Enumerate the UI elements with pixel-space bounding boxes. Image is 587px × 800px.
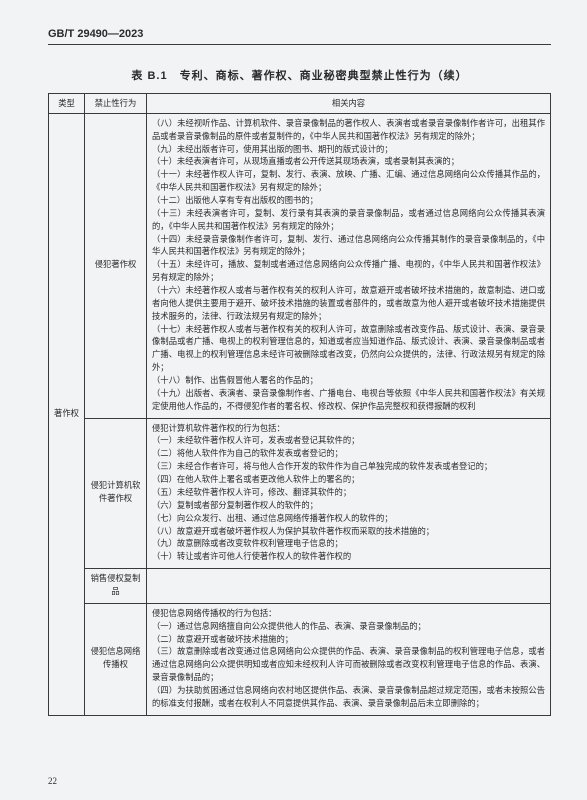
content-line: （十五）未经许可，播放、复制或者通过信息网络向公众传播广播、电视的，《中华人民共… xyxy=(152,259,545,285)
content-line: （十六）未经著作权人或者与著作权有关的权利人许可，故意避开或者破坏技术措施的，故… xyxy=(152,285,545,324)
behavior-cell: 侵犯计算机软件著作权 xyxy=(85,418,147,568)
content-cell: （八）未经视听作品、计算机软件、录音录像制品的著作权人、表演者或者录音录像制作者… xyxy=(147,113,551,418)
content-line: （十三）未经表演者许可，复制、发行录有其表演的录音录像制品，或者通过信息网络向公… xyxy=(152,208,545,234)
content-cell: 侵犯信息网络传播权的行为包括：（一）通过信息网络擅自向公众提供他人的作品、表演、… xyxy=(147,603,551,715)
th-behavior: 禁止性行为 xyxy=(85,94,147,114)
content-line: （九）未经出版者许可，使用其出版的图书、期刊的版式设计的； xyxy=(152,144,545,157)
content-line: 侵犯信息网络传播权的行为包括： xyxy=(152,608,545,621)
th-content: 相关内容 xyxy=(147,94,551,114)
th-type: 类型 xyxy=(49,94,85,114)
table-row: 侵犯信息网络传播权侵犯信息网络传播权的行为包括：（一）通过信息网络擅自向公众提供… xyxy=(49,603,551,715)
content-line: （八）故意避开或者破坏著作权人为保护其软件著作权而采取的技术措施的； xyxy=(152,526,545,539)
content-line: （九）故意删除或者改变软件权利管理电子信息的； xyxy=(152,538,545,551)
content-line: （十四）未经录音录像制作者许可，复制、发行、通过信息网络向公众传播其制作的录音录… xyxy=(152,234,545,260)
content-line: （八）未经视听作品、计算机软件、录音录像制品的著作权人、表演者或者录音录像制作者… xyxy=(152,118,545,144)
content-cell xyxy=(147,569,551,604)
content-line: （十一）未经著作权人许可，复制、发行、表演、放映、广播、汇编、通过信息网络向公众… xyxy=(152,169,545,195)
type-cell: 著作权 xyxy=(49,113,85,715)
content-line: （四）为扶助贫困通过信息网络向农村地区提供作品、表演、录音录像制品超过规定范围，… xyxy=(152,685,545,711)
content-line: 侵犯计算机软件著作权的行为包括： xyxy=(152,423,545,436)
content-line: （六）复制或者部分复制著作权人的软件的； xyxy=(152,500,545,513)
table-row: 侵犯计算机软件著作权侵犯计算机软件著作权的行为包括：（一）未经软件著作权人许可，… xyxy=(49,418,551,568)
behavior-cell: 侵犯著作权 xyxy=(85,113,147,418)
content-line: （三）未经合作者许可，将与他人合作开发的软件作为自己单独完成的软件发表或者登记的… xyxy=(152,461,545,474)
content-line: （十二）出版他人享有专有出版权的图书的； xyxy=(152,195,545,208)
table-header-row: 类型 禁止性行为 相关内容 xyxy=(49,94,551,114)
behavior-cell: 销售侵权复制品 xyxy=(85,569,147,604)
content-line: （一）未经软件著作权人许可，发表或者登记其软件的； xyxy=(152,435,545,448)
content-line: （十）转让或者许可他人行使著作权人的软件著作权的 xyxy=(152,551,545,564)
behavior-cell: 侵犯信息网络传播权 xyxy=(85,603,147,715)
table-row: 著作权侵犯著作权（八）未经视听作品、计算机软件、录音录像制品的著作权人、表演者或… xyxy=(49,113,551,418)
content-line: （一）通过信息网络擅自向公众提供他人的作品、表演、录音录像制品的； xyxy=(152,621,545,634)
content-line: （五）未经软件著作权人许可，修改、翻译其软件的； xyxy=(152,487,545,500)
table-row: 销售侵权复制品 xyxy=(49,569,551,604)
content-line: （十）未经表演者许可，从现场直播或者公开传送其现场表演，或者录制其表演的； xyxy=(152,156,545,169)
prohibited-behaviors-table: 类型 禁止性行为 相关内容 著作权侵犯著作权（八）未经视听作品、计算机软件、录音… xyxy=(48,93,551,716)
content-line: （二）故意避开或者破坏技术措施的； xyxy=(152,634,545,647)
standard-header: GB/T 29490—2023 xyxy=(48,28,551,40)
content-line: （三）故意删除或者改变通过信息网络向公众提供的作品、表演、录音录像制品的权利管理… xyxy=(152,646,545,685)
content-line: （十九）出版者、表演者、录音录像制作者、广播电台、电视台等依照《中华人民共和国著… xyxy=(152,388,545,414)
content-line: （七）向公众发行、出租、通过信息网络传播著作权人的软件的； xyxy=(152,513,545,526)
content-line: （十八）制作、出售假冒他人署名的作品的； xyxy=(152,375,545,388)
content-cell: 侵犯计算机软件著作权的行为包括：（一）未经软件著作权人许可，发表或者登记其软件的… xyxy=(147,418,551,568)
content-line: （十七）未经著作权人或者与著作权有关的权利人许可，故意删除或者改变作品、版式设计… xyxy=(152,324,545,375)
content-line: （二）将他人软件作为自己的软件发表或者登记的； xyxy=(152,448,545,461)
header-rule xyxy=(48,44,551,45)
page-number: 22 xyxy=(48,776,57,786)
content-line: （四）在他人软件上署名或者更改他人软件上的署名的； xyxy=(152,474,545,487)
table-caption: 表 B.1 专利、商标、著作权、商业秘密典型禁止性行为（续） xyxy=(48,67,551,83)
